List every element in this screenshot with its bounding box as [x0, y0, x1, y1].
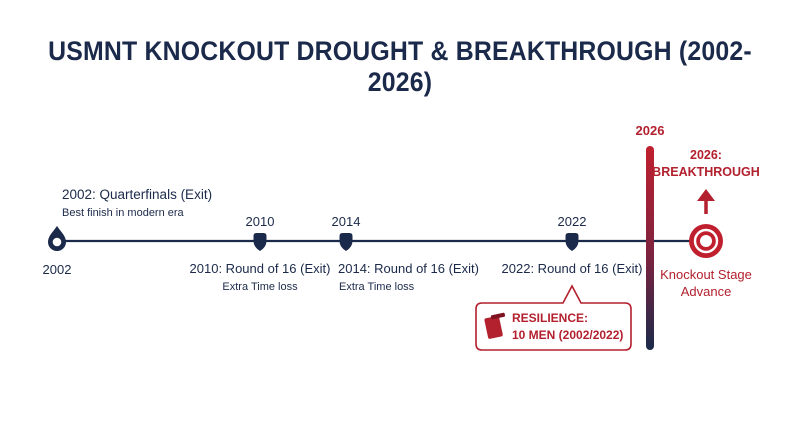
red-card-icon: [484, 312, 506, 339]
year-label-2010: 2010: [246, 214, 275, 229]
pin-marker-2014-icon: [339, 233, 353, 251]
callout-line-2: 10 MEN (2002/2022): [512, 328, 623, 342]
year-label-2026: 2026: [636, 123, 665, 138]
event-note-2010: Extra Time loss: [222, 281, 298, 293]
breakthrough-heading-line-1: 2026:: [690, 148, 722, 162]
resilience-callout: RESILIENCE: 10 MEN (2002/2022): [475, 284, 632, 351]
event-note-2002: Best finish in modern era: [62, 207, 185, 219]
page-title: USMNT KNOCKOUT DROUGHT & BREAKTHROUGH (2…: [48, 36, 752, 97]
pin-marker-2010-icon: [253, 233, 267, 251]
event-label-2014: 2014: Round of 16 (Exit): [338, 261, 479, 276]
target-marker-icon: [689, 224, 723, 258]
arrow-up-icon: [697, 189, 715, 214]
year-label-2014: 2014: [332, 214, 361, 229]
breakthrough-caption-line-1: Knockout Stage: [660, 267, 752, 282]
breakthrough-caption-line-2: Advance: [681, 284, 732, 299]
breakthrough-heading-line-2: BREAKTHROUGH: [652, 165, 760, 179]
event-label-2010: 2010: Round of 16 (Exit): [190, 261, 331, 276]
pin-marker-2022-icon: [565, 233, 579, 251]
event-label-2022: 2022: Round of 16 (Exit): [502, 261, 643, 276]
event-label-2002: 2002: Quarterfinals (Exit): [62, 187, 212, 202]
callout-line-1: RESILIENCE:: [512, 311, 588, 325]
breakthrough-divider-bar: [646, 146, 654, 350]
year-label-2002: 2002: [43, 262, 72, 277]
start-marker-icon: [48, 226, 66, 251]
event-note-2014: Extra Time loss: [339, 281, 415, 293]
year-label-2022: 2022: [558, 214, 587, 229]
